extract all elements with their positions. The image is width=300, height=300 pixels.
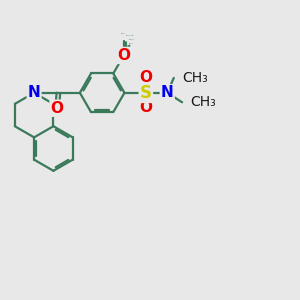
Text: N: N — [161, 85, 174, 100]
Text: methyl_stub: methyl_stub — [126, 34, 135, 36]
Text: CH₃: CH₃ — [190, 95, 216, 109]
Text: O: O — [140, 100, 152, 115]
Text: O: O — [140, 70, 152, 86]
Text: methyl: methyl — [128, 42, 133, 44]
Text: CH₃: CH₃ — [182, 71, 208, 85]
Text: S: S — [140, 84, 152, 102]
Text: methyl: methyl — [121, 33, 126, 34]
Text: O: O — [50, 101, 64, 116]
Text: N: N — [28, 85, 40, 100]
Text: methoxy: methoxy — [129, 38, 136, 40]
Text: O: O — [117, 48, 130, 63]
